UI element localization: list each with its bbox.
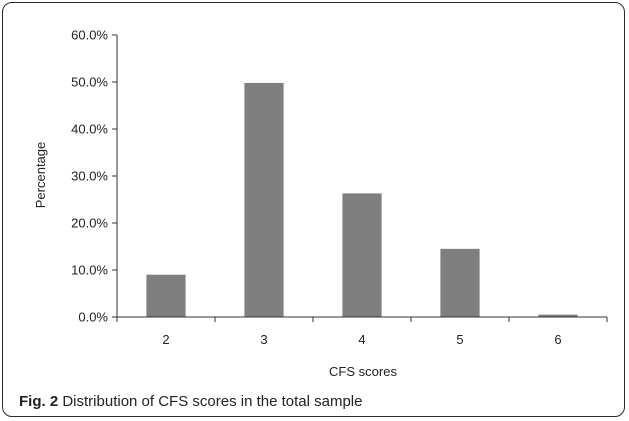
x-axis-title: CFS scores: [329, 364, 397, 379]
x-tick-label: 6: [554, 332, 561, 347]
bar-cfs-2: [146, 274, 186, 317]
figure-frame: [2, 2, 625, 417]
caption-label: Fig. 2: [19, 393, 59, 410]
y-tick-label: 0.0%: [78, 310, 108, 325]
bars: [146, 82, 578, 317]
y-tick-label: 40.0%: [71, 122, 108, 137]
x-tick-label: 2: [162, 332, 169, 347]
y-tick-label: 60.0%: [71, 28, 108, 43]
y-axis-ticks: 0.0% 10.0% 20.0% 30.0% 40.0% 50.0% 60.0%: [71, 28, 117, 325]
y-tick-label: 10.0%: [71, 263, 108, 278]
bar-cfs-3: [244, 82, 284, 317]
x-tick-label: 5: [456, 332, 463, 347]
bar-cfs-6: [538, 314, 578, 317]
y-axis-title: Percentage: [33, 142, 48, 209]
y-tick-label: 20.0%: [71, 216, 108, 231]
x-tick-label: 3: [260, 332, 267, 347]
x-axis-ticks: 2 3 4 5 6: [116, 317, 608, 347]
bar-cfs-5: [440, 248, 480, 317]
caption-text: Distribution of CFS scores in the total …: [62, 393, 363, 410]
x-tick-label: 4: [358, 332, 365, 347]
y-tick-label: 50.0%: [71, 75, 108, 90]
figure-caption: Fig. 2 Distribution of CFS scores in the…: [19, 393, 362, 410]
bar-cfs-4: [342, 193, 382, 317]
y-tick-label: 30.0%: [71, 169, 108, 184]
